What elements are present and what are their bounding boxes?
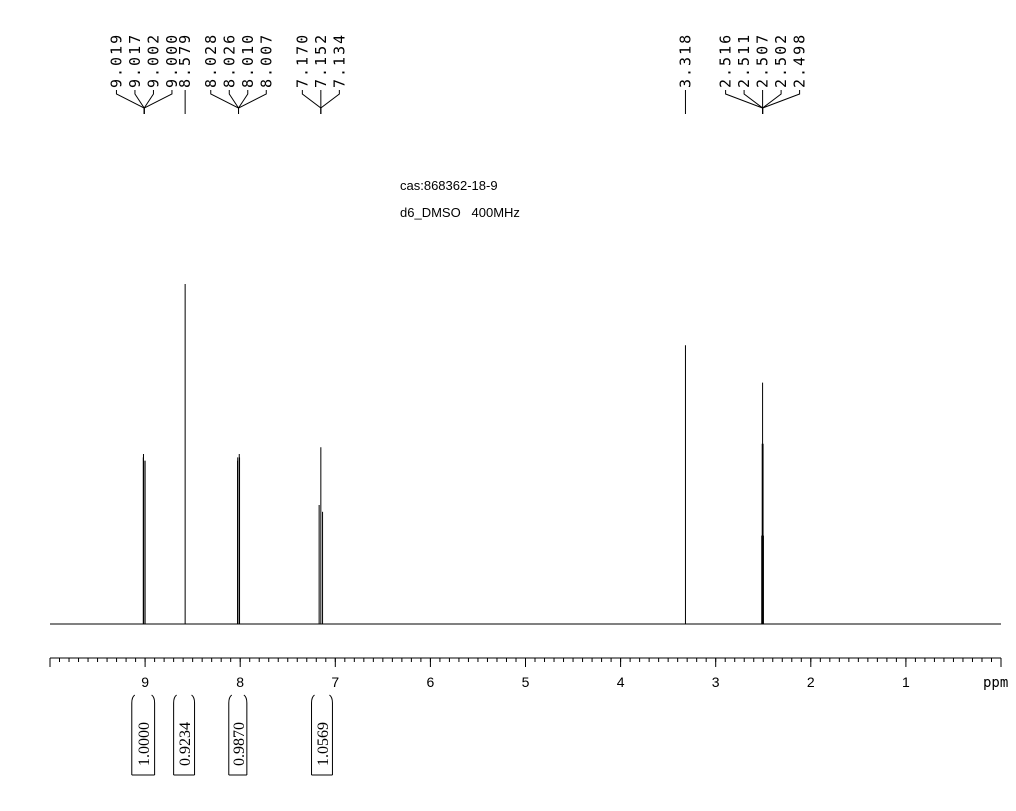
peak-label: 9.017 (126, 33, 144, 88)
integral-bracket (131, 694, 156, 775)
peak-label: 8.010 (239, 33, 257, 88)
peak-label: 9.000 (163, 33, 181, 88)
integral-label: 0.9870 (231, 722, 248, 766)
x-tick-label: 3 (712, 674, 720, 690)
x-tick-label: 6 (427, 674, 435, 690)
chart-title: cas:868362-18-9 (400, 178, 498, 193)
peak-label: 8.007 (257, 33, 275, 88)
x-tick-label: 5 (522, 674, 530, 690)
peak-label: 2.502 (772, 33, 790, 88)
x-axis-label: ppm (983, 675, 1008, 691)
integral-label: 0.9234 (177, 722, 194, 766)
peak-label: 8.579 (176, 33, 194, 88)
integral-label: 1.0000 (136, 722, 153, 766)
chart-subtitle: d6_DMSO 400MHz (400, 205, 520, 220)
peak-label: 7.134 (330, 33, 348, 88)
x-tick-label: 2 (807, 674, 815, 690)
peak-label: 2.511 (735, 33, 753, 88)
peak-connector (134, 90, 145, 114)
integral-bracket (173, 694, 196, 775)
peak-label: 8.026 (220, 33, 238, 88)
peak-label: 3.318 (676, 33, 694, 88)
peak-connector (320, 90, 340, 114)
x-tick-label: 1 (902, 674, 910, 690)
x-tick-label: 9 (141, 674, 149, 690)
integral-bracket (311, 694, 333, 775)
integral-bracket (228, 694, 248, 775)
peak-label: 8.028 (202, 33, 220, 88)
peak-connector (228, 90, 240, 114)
integral-label: 1.0569 (315, 722, 332, 766)
peak-label: 7.152 (312, 33, 330, 88)
peak-connector (762, 90, 801, 114)
x-tick-label: 4 (617, 674, 625, 690)
x-tick-label: 8 (236, 674, 244, 690)
peak-label: 2.507 (754, 33, 772, 88)
peak-connector (301, 90, 322, 114)
peak-label: 9.019 (107, 33, 125, 88)
peak-label: 7.170 (293, 33, 311, 88)
peak-connector (238, 90, 267, 114)
peak-label: 2.516 (717, 33, 735, 88)
peak-label: 2.498 (791, 33, 809, 88)
peak-connector (143, 90, 154, 114)
peak-connector (143, 90, 173, 114)
peak-label: 9.002 (144, 33, 162, 88)
peak-connector (238, 90, 249, 114)
x-tick-label: 7 (331, 674, 339, 690)
